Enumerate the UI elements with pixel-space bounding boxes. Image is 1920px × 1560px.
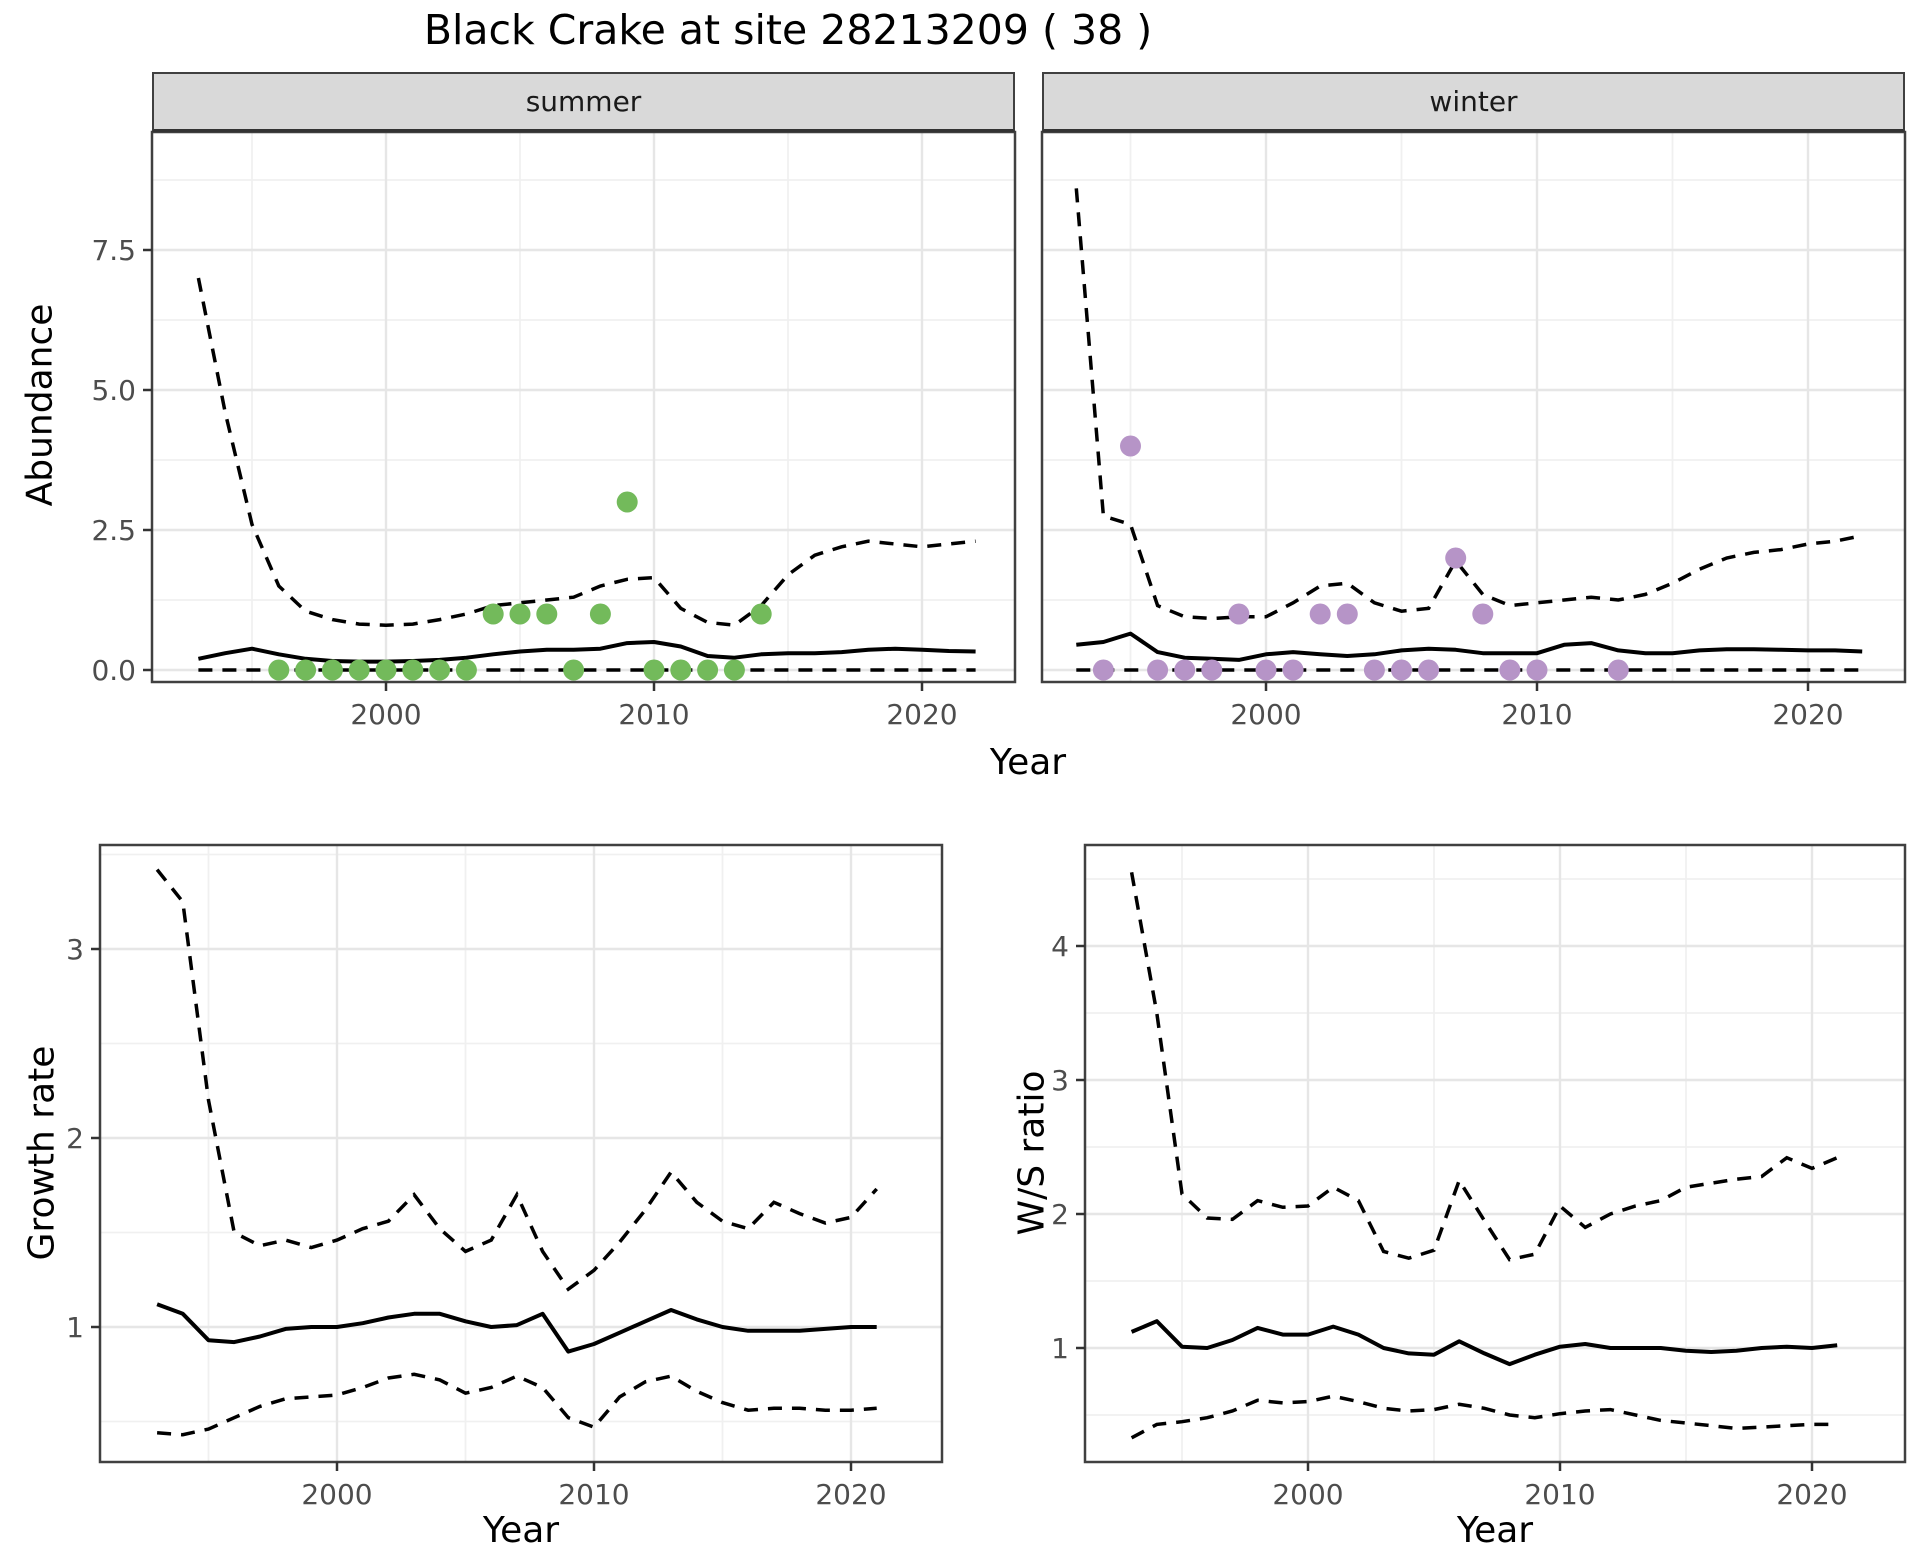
growth-lower-ci-line: [156, 1372, 877, 1437]
panel-border: [150, 130, 1017, 684]
y-tick-label: 2.5: [91, 514, 136, 547]
summer-observation-point: [268, 659, 290, 681]
y-tick-label: 1: [1051, 1332, 1069, 1365]
ratio-median-line: [1130, 1319, 1838, 1367]
panel-background: [1085, 845, 1905, 1462]
x-tick-label: 2010: [558, 1478, 629, 1511]
y-axis-title-growth-rate: Growth rate: [21, 1045, 63, 1261]
y-axis-title-ws-ratio: W/S ratio: [1011, 1070, 1053, 1236]
winter-observation-point: [1147, 659, 1169, 681]
winter-observation-point: [1526, 659, 1548, 681]
x-tick-label: 2010: [618, 698, 689, 731]
summer-observation-point: [563, 659, 585, 681]
summer-observation-point: [670, 659, 692, 681]
winter-observation-point: [1201, 659, 1223, 681]
y-tick-label: 7.5: [91, 234, 136, 267]
winter-observation-point: [1336, 603, 1358, 625]
growth-median-line: [156, 1302, 877, 1354]
winter-observation-point: [1282, 659, 1304, 681]
winter-observation-point: [1120, 435, 1141, 457]
summer-observation-point: [348, 659, 370, 681]
summer-observation-point: [509, 603, 531, 625]
winter-median-line: [1076, 631, 1863, 662]
y-tick-label: 0.0: [91, 654, 136, 687]
x-tick-label: 2020: [1776, 1478, 1847, 1511]
x-tick-label: 2000: [1230, 698, 1301, 731]
panel-background: [152, 132, 1015, 682]
y-tick-label: 1: [66, 1311, 84, 1344]
x-axis-title-year-bottom-right: Year: [1456, 1510, 1534, 1551]
y-tick-label: 5.0: [91, 374, 136, 407]
summer-observation-point: [482, 603, 504, 625]
summer-observation-point: [643, 659, 665, 681]
winter-observation-point: [1607, 659, 1629, 681]
x-tick-label: 2010: [1501, 698, 1572, 731]
x-tick-label: 2000: [1272, 1478, 1343, 1511]
summer-observation-point: [402, 659, 424, 681]
facet-strip-winter: winter: [1042, 72, 1905, 132]
panel-border: [1040, 130, 1907, 684]
x-tick-label: 2010: [1524, 1478, 1595, 1511]
winter-observation-point: [1472, 603, 1494, 625]
panel-border: [1083, 843, 1907, 1464]
winter-observation-point: [1228, 603, 1250, 625]
y-tick-label: 3: [1051, 1064, 1069, 1097]
x-tick-label: 2020: [815, 1478, 886, 1511]
chart-title: Black Crake at site 28213209 ( 38 ): [423, 6, 1153, 54]
ratio-upper-ci-line: [1129, 871, 1838, 1262]
summer-observation-point: [295, 659, 317, 681]
winter-observation-point: [1092, 659, 1114, 681]
x-tick-label: 2020: [1772, 698, 1843, 731]
panel-summer: 2000 2010 2020 0.0 2.5 5.0 7.5: [91, 130, 1017, 731]
winter-observation-point: [1174, 659, 1196, 681]
winter-upper-ci-line: [1074, 188, 1863, 621]
y-axis-title-abundance: Abundance: [19, 303, 61, 507]
panel-background: [100, 845, 942, 1462]
winter-observation-point: [1363, 659, 1385, 681]
x-tick-label: 2000: [301, 1478, 372, 1511]
panel-growth: 2000 2010 2020 1 2 3: [66, 843, 944, 1511]
y-tick-label: 2: [66, 1122, 84, 1155]
panel-border: [98, 843, 944, 1464]
summer-observation-point: [616, 491, 638, 513]
summer-observation-point: [375, 659, 397, 681]
summer-observation-point: [697, 659, 719, 681]
summer-observation-point: [589, 603, 611, 625]
facet-strip-summer-label: summer: [525, 85, 642, 118]
y-tick-label: 2: [1051, 1198, 1069, 1231]
x-tick-label: 2000: [350, 698, 421, 731]
summer-observation-point: [429, 659, 451, 681]
summer-observation-point: [723, 659, 745, 681]
panel-ratio: 2000 2010 2020 1 2 3 4: [1051, 843, 1907, 1511]
winter-observation-point: [1499, 659, 1521, 681]
winter-observation-point: [1445, 547, 1467, 569]
summer-observation-point: [536, 603, 558, 625]
summer-observation-point: [321, 659, 343, 681]
facet-strip-summer: summer: [152, 72, 1015, 132]
y-tick-label: 4: [1051, 930, 1069, 963]
winter-observation-point: [1391, 659, 1412, 681]
x-tick-label: 2020: [886, 698, 957, 731]
summer-observation-point: [455, 659, 477, 681]
ratio-lower-ci-line: [1130, 1394, 1838, 1440]
summer-observation-point: [750, 603, 772, 625]
x-axis-title-year-bottom-left: Year: [482, 1510, 560, 1551]
winter-observation-point: [1309, 603, 1331, 625]
panel-winter: 2000 2010 2020: [1040, 130, 1907, 731]
summer-upper-ci-line: [196, 277, 976, 628]
facet-strip-winter-label: winter: [1429, 85, 1518, 118]
winter-observation-point: [1255, 659, 1277, 681]
panel-background: [1042, 132, 1905, 682]
winter-observation-point: [1418, 659, 1440, 681]
x-axis-title-year-top: Year: [989, 742, 1067, 783]
y-tick-label: 3: [66, 933, 84, 966]
growth-upper-ci-line: [155, 868, 878, 1292]
